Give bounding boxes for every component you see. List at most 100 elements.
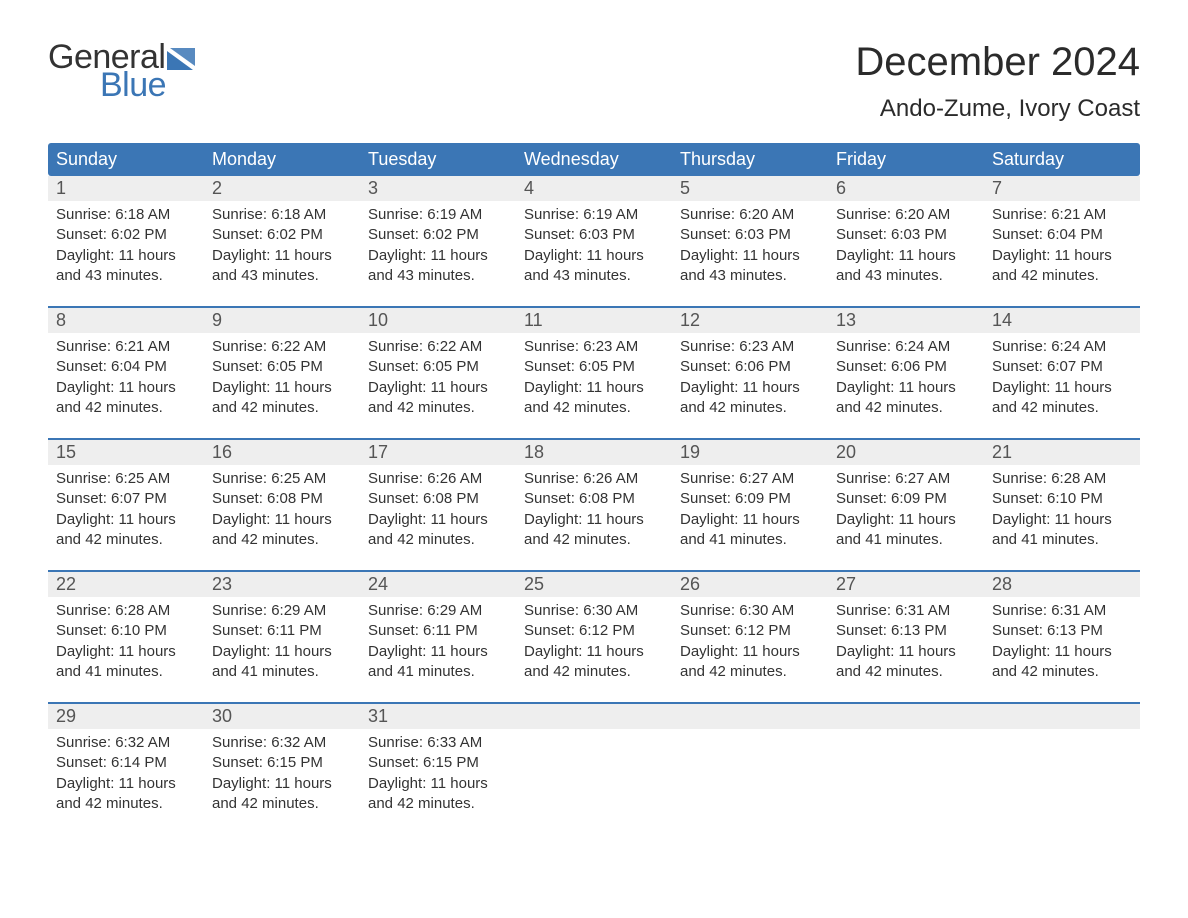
day-body: Sunrise: 6:24 AMSunset: 6:06 PMDaylight:… (828, 333, 984, 422)
sunrise-text: Sunrise: 6:25 AM (212, 469, 352, 489)
sunrise-text: Sunrise: 6:31 AM (992, 601, 1132, 621)
header: General Blue December 2024 Ando-Zume, Iv… (48, 40, 1140, 123)
sunrise-text: Sunrise: 6:22 AM (212, 337, 352, 357)
day-body: Sunrise: 6:20 AMSunset: 6:03 PMDaylight:… (828, 201, 984, 290)
daylight-line1: Daylight: 11 hours (992, 378, 1132, 398)
day-number-row (672, 704, 828, 729)
day-body: Sunrise: 6:30 AMSunset: 6:12 PMDaylight:… (672, 597, 828, 686)
daylight-line1: Daylight: 11 hours (56, 642, 196, 662)
day-number: 3 (368, 178, 378, 198)
day-number-row: 27 (828, 572, 984, 597)
daylight-line2: and 41 minutes. (992, 530, 1132, 550)
day-number-row (516, 704, 672, 729)
day-number: 29 (56, 706, 76, 726)
sunset-text: Sunset: 6:09 PM (836, 489, 976, 509)
daylight-line1: Daylight: 11 hours (992, 246, 1132, 266)
day-number-row: 1 (48, 176, 204, 201)
day-number-row: 6 (828, 176, 984, 201)
daylight-line1: Daylight: 11 hours (368, 246, 508, 266)
day-cell: 7Sunrise: 6:21 AMSunset: 6:04 PMDaylight… (984, 176, 1140, 294)
day-number-row: 12 (672, 308, 828, 333)
day-number-row: 31 (360, 704, 516, 729)
day-number: 15 (56, 442, 76, 462)
sunset-text: Sunset: 6:12 PM (680, 621, 820, 641)
day-cell: 5Sunrise: 6:20 AMSunset: 6:03 PMDaylight… (672, 176, 828, 294)
daylight-line2: and 42 minutes. (56, 794, 196, 814)
day-body: Sunrise: 6:19 AMSunset: 6:02 PMDaylight:… (360, 201, 516, 290)
week-row: 15Sunrise: 6:25 AMSunset: 6:07 PMDayligh… (48, 438, 1140, 558)
day-number: 13 (836, 310, 856, 330)
sunrise-text: Sunrise: 6:20 AM (836, 205, 976, 225)
day-cell: 27Sunrise: 6:31 AMSunset: 6:13 PMDayligh… (828, 572, 984, 690)
sunrise-text: Sunrise: 6:23 AM (524, 337, 664, 357)
day-number: 30 (212, 706, 232, 726)
sunset-text: Sunset: 6:04 PM (56, 357, 196, 377)
day-body: Sunrise: 6:22 AMSunset: 6:05 PMDaylight:… (204, 333, 360, 422)
day-cell: 25Sunrise: 6:30 AMSunset: 6:12 PMDayligh… (516, 572, 672, 690)
day-number-row: 22 (48, 572, 204, 597)
day-number: 18 (524, 442, 544, 462)
day-number-row: 21 (984, 440, 1140, 465)
day-cell: 10Sunrise: 6:22 AMSunset: 6:05 PMDayligh… (360, 308, 516, 426)
daylight-line2: and 42 minutes. (992, 266, 1132, 286)
day-number: 11 (524, 310, 543, 330)
daylight-line2: and 42 minutes. (368, 398, 508, 418)
day-number-row: 17 (360, 440, 516, 465)
day-number-row: 28 (984, 572, 1140, 597)
day-number: 12 (680, 310, 700, 330)
daylight-line1: Daylight: 11 hours (680, 378, 820, 398)
sunset-text: Sunset: 6:02 PM (212, 225, 352, 245)
daylight-line1: Daylight: 11 hours (212, 642, 352, 662)
day-cell: 4Sunrise: 6:19 AMSunset: 6:03 PMDaylight… (516, 176, 672, 294)
weeks-container: 1Sunrise: 6:18 AMSunset: 6:02 PMDaylight… (48, 176, 1140, 822)
day-number-row: 10 (360, 308, 516, 333)
daylight-line1: Daylight: 11 hours (680, 246, 820, 266)
daylight-line1: Daylight: 11 hours (56, 510, 196, 530)
day-number-row: 9 (204, 308, 360, 333)
day-number-row (984, 704, 1140, 729)
daylight-line1: Daylight: 11 hours (212, 246, 352, 266)
sunrise-text: Sunrise: 6:21 AM (56, 337, 196, 357)
sunrise-text: Sunrise: 6:19 AM (524, 205, 664, 225)
daylight-line2: and 42 minutes. (992, 398, 1132, 418)
daylight-line1: Daylight: 11 hours (524, 510, 664, 530)
sunset-text: Sunset: 6:11 PM (368, 621, 508, 641)
sunrise-text: Sunrise: 6:33 AM (368, 733, 508, 753)
daylight-line1: Daylight: 11 hours (368, 378, 508, 398)
daylight-line1: Daylight: 11 hours (992, 642, 1132, 662)
weekday-header: Tuesday (360, 143, 516, 176)
weekday-header: Saturday (984, 143, 1140, 176)
day-number-row: 2 (204, 176, 360, 201)
sunrise-text: Sunrise: 6:23 AM (680, 337, 820, 357)
day-body: Sunrise: 6:19 AMSunset: 6:03 PMDaylight:… (516, 201, 672, 290)
sunset-text: Sunset: 6:12 PM (524, 621, 664, 641)
day-number: 31 (368, 706, 388, 726)
day-number-row: 4 (516, 176, 672, 201)
daylight-line2: and 42 minutes. (212, 530, 352, 550)
sunset-text: Sunset: 6:04 PM (992, 225, 1132, 245)
sunrise-text: Sunrise: 6:30 AM (680, 601, 820, 621)
day-body: Sunrise: 6:29 AMSunset: 6:11 PMDaylight:… (360, 597, 516, 686)
day-cell: 17Sunrise: 6:26 AMSunset: 6:08 PMDayligh… (360, 440, 516, 558)
sunrise-text: Sunrise: 6:28 AM (56, 601, 196, 621)
daylight-line2: and 42 minutes. (56, 398, 196, 418)
day-number: 14 (992, 310, 1012, 330)
sunrise-text: Sunrise: 6:28 AM (992, 469, 1132, 489)
daylight-line1: Daylight: 11 hours (368, 510, 508, 530)
day-number: 10 (368, 310, 388, 330)
day-number-row: 24 (360, 572, 516, 597)
sunset-text: Sunset: 6:10 PM (56, 621, 196, 641)
daylight-line2: and 42 minutes. (524, 398, 664, 418)
daylight-line1: Daylight: 11 hours (524, 246, 664, 266)
sunset-text: Sunset: 6:09 PM (680, 489, 820, 509)
day-number-row: 30 (204, 704, 360, 729)
sunset-text: Sunset: 6:07 PM (992, 357, 1132, 377)
day-cell (828, 704, 984, 822)
logo: General Blue (48, 40, 197, 102)
sunrise-text: Sunrise: 6:22 AM (368, 337, 508, 357)
page-title: December 2024 (855, 40, 1140, 85)
day-number: 1 (56, 178, 66, 198)
sunset-text: Sunset: 6:07 PM (56, 489, 196, 509)
day-cell: 26Sunrise: 6:30 AMSunset: 6:12 PMDayligh… (672, 572, 828, 690)
day-body: Sunrise: 6:30 AMSunset: 6:12 PMDaylight:… (516, 597, 672, 686)
